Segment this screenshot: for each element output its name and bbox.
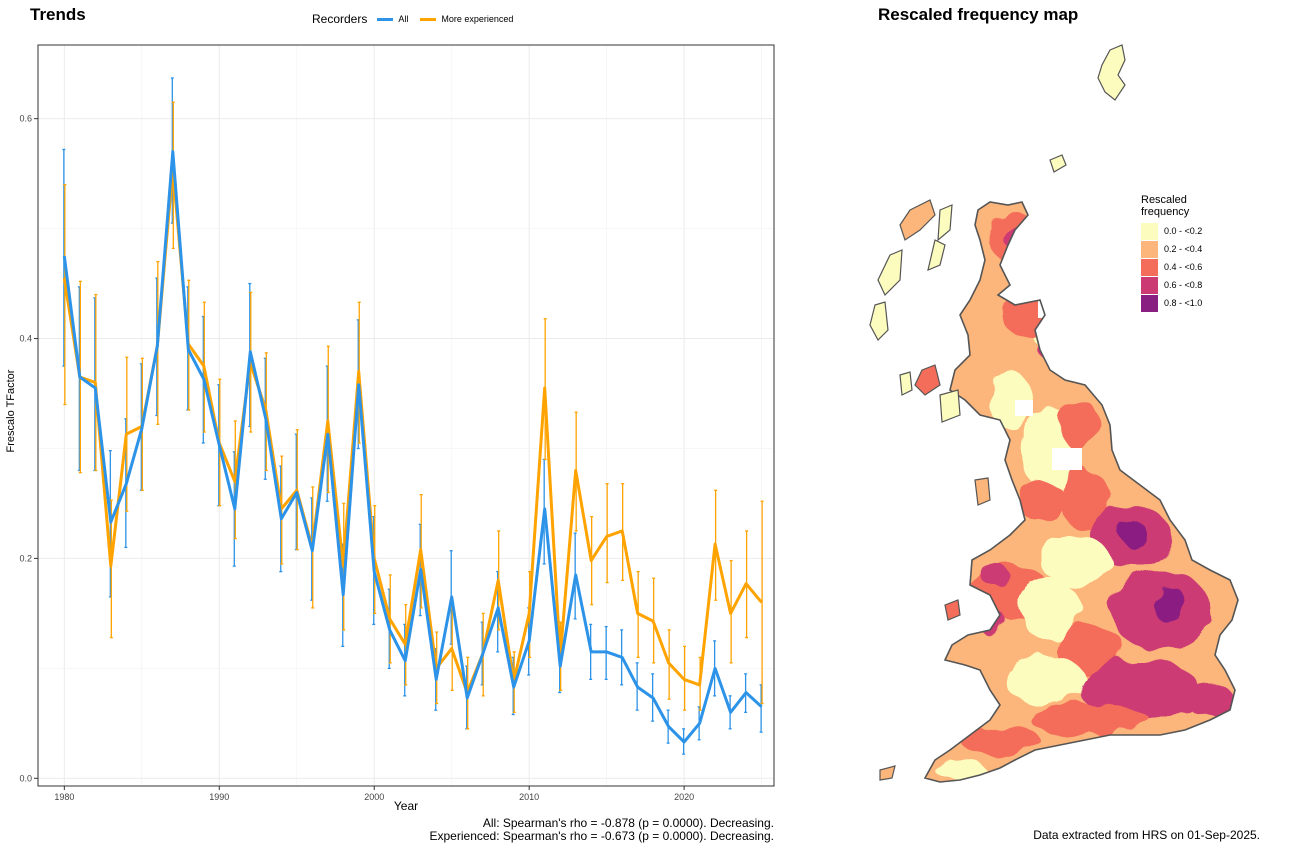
trends-chart: 1980 1990 2000 2010 2020 0.0 0.2 0.4 0.6 Year Fr… bbox=[5, 44, 775, 813]
legend-label-experienced: More experienced bbox=[441, 14, 514, 24]
error-bar bbox=[326, 345, 330, 494]
stats-all: All: Spearman's rho = -0.878 (p = 0.0000… bbox=[482, 816, 774, 830]
legend-bin-label: 0.0 - <0.2 bbox=[1164, 226, 1203, 236]
y-tick-label: 0.6 bbox=[19, 114, 32, 124]
legend-label-all: All bbox=[398, 14, 409, 24]
x-tick-label: 2010 bbox=[519, 792, 539, 802]
map-legend-title-2: frequency bbox=[1141, 206, 1190, 218]
legend-bin-label: 0.8 - <1.0 bbox=[1164, 298, 1203, 308]
map-legend: Rescaled frequency 0.0 - <0.2 0.2 - <0.4… bbox=[1141, 194, 1202, 312]
spearman-stats: All: Spearman's rho = -0.878 (p = 0.0000… bbox=[380, 816, 775, 843]
legend-bin-swatch bbox=[1141, 240, 1158, 258]
legend-swatch-all bbox=[377, 17, 394, 21]
legend-bin-4: 0.8 - <1.0 bbox=[1141, 294, 1202, 312]
legend-bin-3: 0.6 - <0.8 bbox=[1141, 276, 1202, 294]
map-islands bbox=[869, 44, 1126, 781]
legend-bin-label: 0.2 - <0.4 bbox=[1164, 244, 1203, 254]
legend-bin-swatch bbox=[1141, 294, 1158, 312]
legend-bin-swatch bbox=[1141, 222, 1158, 240]
x-tick-label: 1990 bbox=[209, 792, 229, 802]
stats-experienced: Experienced: Spearman's rho = -0.673 (p … bbox=[429, 829, 775, 843]
map-title: Rescaled frequency map bbox=[878, 5, 1079, 24]
legend-bin-0: 0.0 - <0.2 bbox=[1141, 222, 1202, 240]
y-axis-label: Frescalo TFactor bbox=[5, 369, 17, 452]
plot-panel-border bbox=[37, 44, 775, 787]
rescaled-frequency-map bbox=[869, 44, 1239, 783]
legend-swatch-experienced bbox=[420, 17, 437, 21]
trends-title: Trends bbox=[30, 5, 86, 24]
legend-bin-2: 0.4 - <0.6 bbox=[1141, 258, 1202, 276]
x-tick-label: 2000 bbox=[364, 792, 384, 802]
recorders-legend-title: Recorders bbox=[312, 12, 368, 26]
map-legend-title-1: Rescaled bbox=[1141, 194, 1187, 206]
error-bar bbox=[63, 183, 67, 406]
series-line-all bbox=[62, 150, 763, 744]
legend-bin-label: 0.4 - <0.6 bbox=[1164, 262, 1203, 272]
error-bar bbox=[760, 500, 764, 705]
legend-bin-1: 0.2 - <0.4 bbox=[1141, 240, 1202, 258]
data-note: Data extracted from HRS on 01-Sep-2025. bbox=[1033, 828, 1260, 842]
legend-bin-swatch bbox=[1141, 276, 1158, 294]
x-tick-label: 2020 bbox=[674, 792, 694, 802]
x-axis-label: Year bbox=[394, 799, 418, 813]
error-bar bbox=[605, 483, 609, 584]
y-tick-label: 0.4 bbox=[19, 334, 32, 344]
map-heat-zones bbox=[925, 202, 1238, 782]
x-tick-label: 1980 bbox=[54, 792, 74, 802]
y-tick-label: 0.2 bbox=[19, 553, 32, 563]
recorders-legend: Recorders All More experienced bbox=[312, 12, 521, 26]
legend-bin-swatch bbox=[1141, 258, 1158, 276]
y-tick-label: 0.0 bbox=[19, 773, 32, 783]
legend-bin-label: 0.6 - <0.8 bbox=[1164, 280, 1203, 290]
